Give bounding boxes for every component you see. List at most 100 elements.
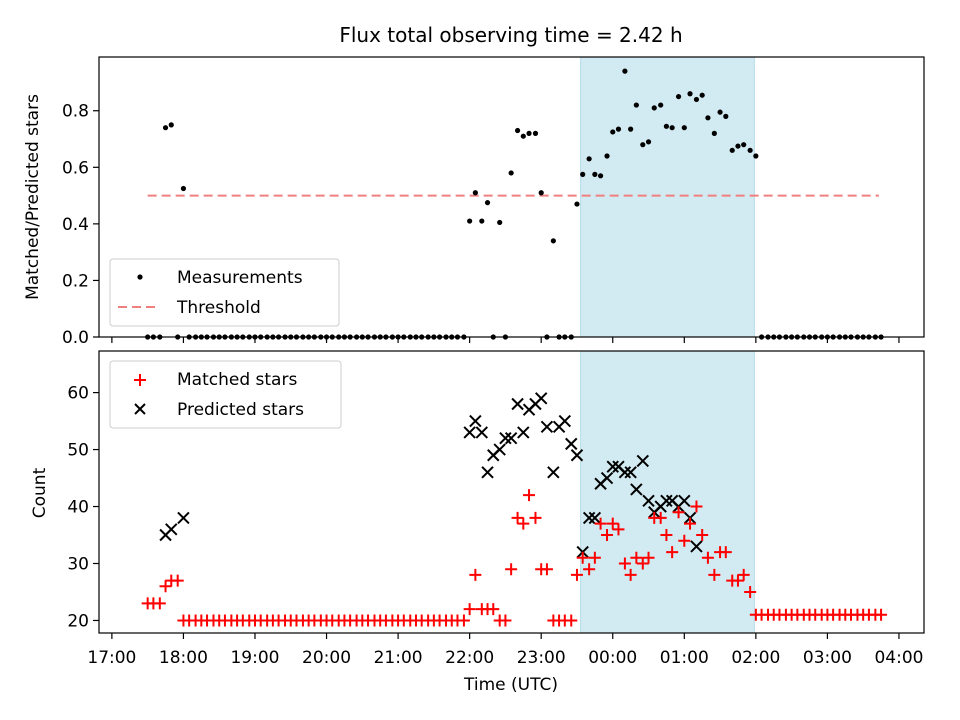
matched-point (153, 597, 166, 610)
predicted-point (630, 483, 643, 496)
legend-threshold-label: Threshold (176, 298, 261, 318)
matched-point (690, 500, 703, 513)
bottom-x-ticks: 17:00 18:00 19:00 20:00 21:00 22:00 23:00 00:00… (87, 633, 923, 668)
measurement-point (747, 147, 753, 153)
predicted-point (517, 426, 530, 439)
predicted-series (160, 392, 703, 559)
measurement-point (180, 185, 187, 192)
legend-predicted-marker (134, 403, 146, 415)
matched-point (601, 529, 614, 542)
predicted-point (600, 471, 614, 485)
matched-point (463, 603, 476, 616)
matched-point (678, 534, 691, 547)
predicted-point (582, 511, 596, 525)
predicted-point (690, 540, 703, 553)
predicted-point (570, 449, 584, 462)
legend-matched-label: Matched stars (177, 370, 297, 390)
x-tick-label: 20:00 (302, 648, 351, 668)
matched-point (469, 568, 482, 581)
matched-point (624, 568, 637, 581)
measurement-point (711, 130, 717, 136)
predicted-point (618, 466, 632, 479)
y-tick-label: 0.0 (62, 328, 89, 348)
matched-point (612, 523, 625, 536)
predicted-point (481, 466, 494, 479)
top-panel-frame (98, 56, 925, 338)
matched-point (654, 511, 667, 524)
measurement-point (168, 122, 174, 128)
measurement-point (467, 218, 473, 224)
y-tick-label: 40 (67, 498, 89, 518)
predicted-point (504, 431, 518, 445)
predicted-point (642, 494, 655, 508)
y-tick-label: 50 (67, 441, 89, 461)
predicted-point (547, 466, 560, 479)
measurement-point (586, 156, 592, 162)
matched-point (583, 563, 596, 576)
matched-point (529, 511, 542, 524)
y-tick-label: 0.6 (62, 158, 89, 178)
y-tick-label: 0.8 (62, 102, 89, 122)
measurement-point (699, 92, 705, 98)
x-tick-label: 21:00 (374, 648, 423, 668)
measurement-point (640, 142, 646, 148)
measurement-point (508, 170, 514, 176)
matched-point (576, 551, 589, 564)
measurement-point (687, 91, 693, 97)
measurement-point (592, 171, 598, 177)
bottom-panel-frame (98, 350, 925, 634)
predicted-point (540, 420, 554, 433)
bottom-panel-shaded-span (580, 350, 755, 634)
bottom-y-axis-label: Count (30, 467, 50, 518)
predicted-point (606, 460, 619, 473)
predicted-point (499, 431, 512, 445)
x-tick-label: 03:00 (803, 648, 852, 668)
measurement-point (580, 171, 586, 177)
predicted-point (469, 414, 482, 428)
matched-point (511, 511, 524, 524)
y-tick-label: 0.2 (62, 271, 89, 291)
matched-point (737, 568, 750, 581)
top-legend-box (109, 258, 340, 327)
measurement-point (633, 102, 639, 108)
matched-point (565, 614, 578, 627)
predicted-point (660, 494, 673, 508)
bottom-legend-box (109, 360, 342, 429)
predicted-point (565, 437, 578, 451)
predicted-point (534, 392, 548, 405)
measurement-point (645, 139, 652, 145)
matched-point (875, 608, 888, 621)
predicted-point (636, 454, 650, 468)
measurement-point (741, 142, 747, 148)
x-tick-label: 00:00 (588, 648, 637, 668)
measurement-point (550, 238, 556, 244)
measurement-point (705, 115, 711, 121)
matched-point (719, 546, 732, 559)
matched-point (731, 574, 744, 587)
matched-point (666, 546, 679, 559)
measurement-point (597, 173, 604, 179)
bottom-legend: Matched stars Predicted stars (109, 360, 342, 429)
measurement-point (538, 190, 544, 196)
matched-point (457, 614, 470, 627)
top-legend: Measurements Threshold (109, 258, 340, 327)
matched-point (696, 529, 709, 542)
matched-point (570, 568, 583, 581)
matched-point (517, 517, 530, 530)
x-tick-label: 02:00 (731, 648, 780, 668)
measurement-point (717, 109, 723, 115)
measurement-point (693, 96, 700, 103)
y-tick-label: 30 (67, 554, 89, 574)
measurement-point (723, 113, 729, 119)
measurement-point (526, 130, 532, 136)
matched-point (505, 563, 518, 576)
bottom-panel: 20 30 40 50 60 17:00 18:00 19:00 20:00 21:00 22:0… (30, 350, 925, 695)
measurement-point (472, 190, 478, 196)
measurement-point (520, 133, 526, 139)
matched-point (588, 551, 601, 564)
top-y-ticks: 0.0 0.2 0.4 0.6 0.8 (62, 102, 99, 348)
predicted-point (588, 511, 602, 525)
matched-point (630, 551, 643, 564)
matched-point (660, 529, 673, 542)
